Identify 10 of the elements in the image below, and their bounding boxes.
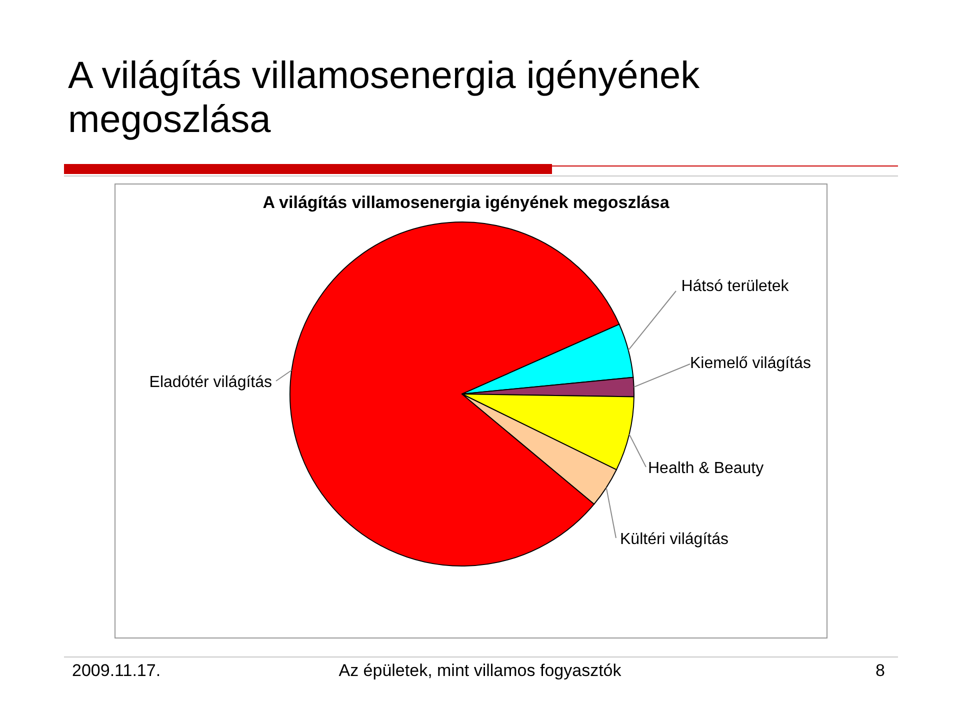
slice-label: Hátsó területek bbox=[681, 278, 790, 295]
chart-subtitle: A világítás villamosenergia igényének megoszlása bbox=[262, 193, 670, 212]
slice-label: Kültéri világítás bbox=[620, 531, 728, 548]
text: 8 bbox=[876, 661, 885, 680]
text: 2009.11.17. bbox=[72, 661, 161, 680]
slice-label: Eladótér világítás bbox=[149, 374, 272, 391]
text: Az épületek, mint villamos fogyasztók bbox=[338, 661, 622, 680]
chart-title: A világítás villamosenergia igényének megoszlása bbox=[68, 55, 701, 141]
slice-label: Kiemelő világítás bbox=[690, 355, 811, 372]
slice-label: Health & Beauty bbox=[648, 460, 764, 477]
